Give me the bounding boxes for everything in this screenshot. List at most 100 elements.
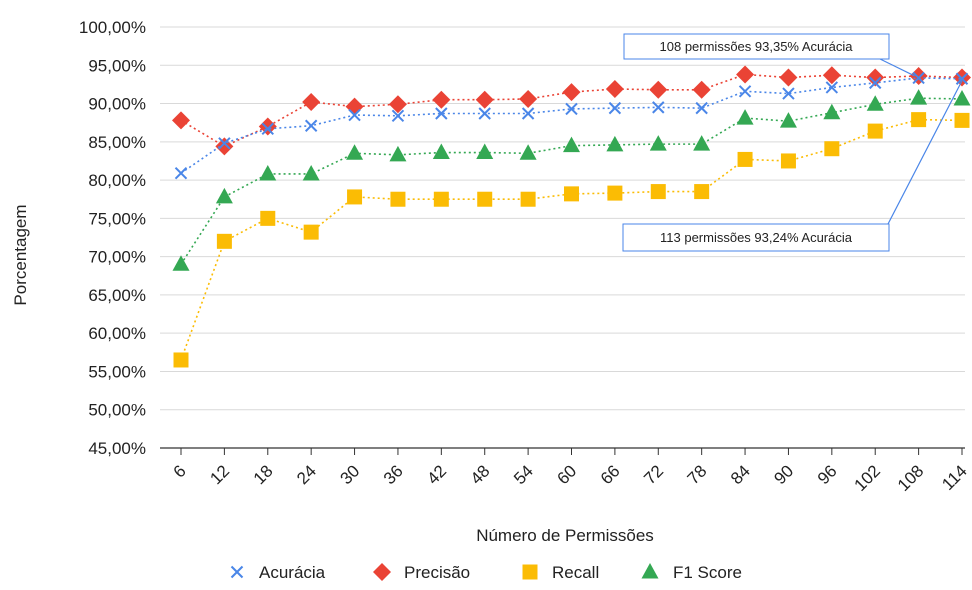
y-axis-ticks: 45,00% 50,00% 55,00% 60,00% 65,00% 70,00% 75,0… <box>79 18 146 458</box>
marker-stroke <box>825 81 839 94</box>
data-point <box>258 117 277 136</box>
marker-stroke <box>218 137 231 150</box>
x-tick-label: 54 <box>510 461 537 488</box>
data-point <box>260 210 276 226</box>
legend-label: Precisão <box>404 563 470 582</box>
data-point <box>478 107 491 120</box>
x-axis-ticks: 6 12 18 24 30 36 42 48 54 60 66 72 78 84 90 96 102 108 114 <box>170 448 971 495</box>
series-acurácia <box>174 71 969 180</box>
marker-stroke <box>738 85 752 98</box>
x-tick-label: 102 <box>851 461 884 494</box>
data-point <box>652 101 665 114</box>
legend-marker <box>641 563 659 579</box>
data-point <box>823 103 841 120</box>
data-point <box>779 68 798 87</box>
series <box>172 65 971 368</box>
marker-stroke <box>695 101 708 115</box>
data-point <box>477 191 493 207</box>
x-tick-label: 84 <box>727 461 754 488</box>
marker-stroke <box>955 72 969 85</box>
data-point <box>218 137 231 150</box>
marker-stroke <box>869 76 882 90</box>
data-point <box>694 184 710 200</box>
y-tick-label: 55,00% <box>88 362 146 381</box>
y-tick-label: 85,00% <box>88 133 146 152</box>
data-point <box>519 144 537 160</box>
data-point <box>649 80 668 99</box>
data-point <box>391 109 405 122</box>
data-point <box>565 102 578 116</box>
annotation-label: 113 permissões 93,24% Acurácia <box>660 230 853 245</box>
annotation-leader <box>877 57 915 77</box>
legend: Acurácia Precisão Recall F1 Score <box>230 563 742 582</box>
data-point <box>520 191 536 207</box>
marker-stroke <box>782 87 795 100</box>
data-point <box>867 123 883 139</box>
marker-stroke <box>912 71 925 85</box>
data-point <box>215 137 234 156</box>
marker-stroke <box>478 107 491 120</box>
marker-stroke <box>435 107 448 120</box>
data-point <box>173 352 189 368</box>
marker-stroke <box>608 101 622 115</box>
data-point <box>432 90 451 109</box>
data-point <box>261 122 274 136</box>
data-point <box>304 119 318 132</box>
data-point <box>215 187 233 204</box>
data-point <box>347 189 363 205</box>
data-point <box>345 97 364 116</box>
data-point <box>172 111 190 130</box>
x-tick-label: 90 <box>770 461 797 488</box>
x-tick-label: 108 <box>894 461 927 494</box>
annotation-box <box>622 223 890 252</box>
data-point <box>692 80 711 99</box>
data-point <box>954 112 970 128</box>
data-point <box>695 101 708 115</box>
data-point <box>346 144 364 160</box>
marker-stroke <box>304 119 318 132</box>
x-tick-label: 48 <box>467 461 494 488</box>
marker-stroke <box>652 101 665 114</box>
legend-label: F1 Score <box>673 563 742 582</box>
marker-stroke <box>261 122 274 136</box>
x-tick-label: 72 <box>640 461 667 488</box>
legend-label: Acurácia <box>259 563 326 582</box>
data-point <box>825 81 839 94</box>
legend-item-acurácia: Acurácia <box>230 563 326 582</box>
data-point <box>608 101 622 115</box>
y-tick-label: 50,00% <box>88 401 146 420</box>
y-tick-label: 100,00% <box>79 18 146 37</box>
y-axis-title: Porcentagem <box>11 204 30 305</box>
legend-marker <box>522 564 538 580</box>
grid-lines <box>160 26 965 449</box>
data-point <box>519 89 538 108</box>
data-point <box>563 136 580 153</box>
x-tick-label: 66 <box>597 461 624 488</box>
data-point <box>782 87 795 100</box>
y-tick-label: 45,00% <box>88 439 146 458</box>
x-tick-label: 60 <box>554 461 581 488</box>
data-point <box>737 151 753 167</box>
data-point <box>564 186 579 202</box>
legend-item-recall: Recall <box>522 563 599 582</box>
data-point <box>693 135 711 151</box>
annotation-box <box>623 33 890 60</box>
legend-item-precisão: Precisão <box>373 563 470 582</box>
data-point <box>953 89 971 106</box>
marker-stroke <box>391 109 405 122</box>
x-tick-label: 30 <box>337 461 364 488</box>
data-point <box>822 66 841 85</box>
annotations: 108 permissões 93,35% Acurácia 113 permis… <box>622 33 963 252</box>
x-tick-label: 78 <box>684 461 711 488</box>
legend-label: Recall <box>552 563 599 582</box>
data-point <box>910 89 928 105</box>
y-tick-label: 60,00% <box>88 324 146 343</box>
data-point <box>476 143 494 160</box>
data-point <box>302 164 320 181</box>
x-tick-label: 6 <box>170 461 190 481</box>
data-point <box>779 112 797 128</box>
data-point <box>869 76 882 90</box>
data-point <box>172 255 190 271</box>
x-tick-label: 36 <box>380 461 407 488</box>
data-point <box>912 71 925 85</box>
